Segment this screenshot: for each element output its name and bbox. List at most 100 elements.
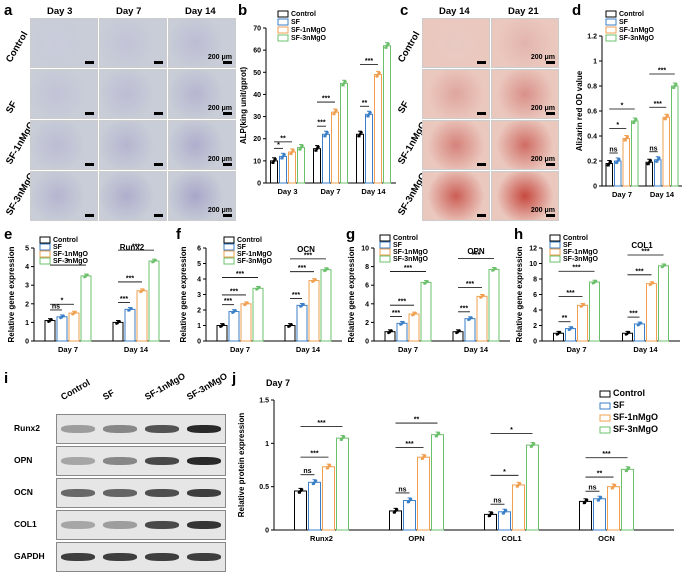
y-axis-label: Relative gene expression: [7, 246, 16, 342]
panel-label-h: h: [514, 226, 524, 243]
bar-SF-3nMgO: [488, 268, 500, 342]
sig-label: ***: [126, 275, 134, 282]
data-point: [300, 488, 304, 491]
legend-swatch: [39, 257, 51, 265]
column-header: Day 3: [47, 6, 73, 17]
data-point: [674, 82, 678, 86]
blot-lane-label: Control: [59, 377, 92, 402]
data-point: [666, 114, 670, 117]
panel-label-b: b: [238, 2, 248, 19]
bar-SF: [634, 323, 645, 342]
data-point: [646, 162, 650, 166]
bar-SF-3nMgO: [320, 269, 332, 342]
data-point: [142, 288, 145, 291]
bar-SF: [308, 481, 321, 531]
bar-SF-1nMgO: [136, 290, 148, 342]
data-point: [369, 111, 372, 114]
y-tick-label: 0.8: [587, 84, 597, 91]
y-tick-label: 3: [25, 283, 29, 290]
y-tick-label: 0.2: [587, 159, 597, 166]
data-point: [289, 152, 292, 156]
blot-band: [145, 457, 179, 465]
scale-bar: [546, 61, 555, 64]
data-point: [271, 161, 274, 165]
data-point: [74, 310, 77, 314]
blot-band: [145, 425, 179, 433]
y-tick-label: 0: [25, 339, 29, 346]
data-point: [280, 156, 283, 160]
legend-swatch: [379, 248, 391, 256]
sig-label: ns: [52, 303, 60, 310]
data-point: [341, 83, 344, 87]
data-point: [390, 329, 393, 332]
chart-title: Day 7: [266, 378, 290, 388]
data-point: [414, 311, 417, 315]
y-tick-label: 50: [253, 70, 261, 77]
sig-label: **: [362, 100, 368, 107]
bar-SF: [296, 304, 308, 342]
bar-SF-3nMgO: [631, 120, 639, 187]
legend-label: SF: [563, 242, 573, 249]
legend-label: SF: [393, 242, 403, 249]
y-tick-label: 0: [593, 184, 597, 191]
bar-SF: [56, 316, 68, 342]
panel-label-j: j: [232, 370, 237, 387]
legend-swatch: [379, 255, 391, 263]
blot-lane-label: SF-3nMgO: [185, 370, 229, 402]
sig-label: ***: [405, 441, 413, 448]
y-tick-label: 2: [533, 323, 537, 330]
chart-f-ocn: 0 1 2 3 4 5 6 Relative gene expression Day 7 *** *…: [179, 236, 342, 354]
chart-title: OCN: [297, 245, 315, 254]
legend-swatch: [599, 402, 611, 410]
sig-label: ***: [472, 252, 480, 259]
data-point: [649, 159, 653, 162]
legend-swatch: [39, 250, 51, 258]
scale-bar: [477, 61, 486, 64]
sig-label: ***: [602, 451, 610, 458]
x-tick-label: Day 7: [566, 345, 586, 354]
y-tick-label: 2: [197, 308, 201, 315]
bar-SF-1nMgO: [662, 116, 670, 187]
bar-SF-3nMgO: [340, 82, 348, 184]
blot-band: [103, 553, 137, 561]
sig-label: ***: [460, 305, 468, 312]
bar-SF-1nMgO: [512, 484, 525, 531]
data-point: [50, 318, 53, 321]
bar-SF: [365, 113, 373, 184]
blot-strip: [56, 446, 226, 476]
bar-Control: [216, 325, 228, 342]
data-point: [326, 131, 329, 134]
y-tick-label: 4: [365, 301, 369, 308]
chart-title: Runx2: [120, 243, 145, 252]
sig-label: ***: [298, 265, 306, 272]
blot-band: [187, 489, 221, 497]
micrograph-image: 200 μm: [168, 171, 236, 221]
data-point: [437, 431, 441, 435]
data-point: [298, 148, 301, 151]
sig-label: *: [67, 259, 70, 266]
y-tick-label: 70: [253, 26, 261, 33]
bar-SF-1nMgO: [622, 138, 630, 187]
data-point: [315, 147, 319, 150]
y-tick-label: 1: [593, 59, 597, 66]
data-point: [402, 320, 405, 324]
data-point: [631, 121, 635, 125]
blot-band: [187, 553, 221, 561]
data-point: [426, 279, 429, 283]
blot-band: [61, 489, 95, 497]
panel-label-c: c: [400, 2, 409, 19]
row-header: Control: [4, 29, 31, 65]
sig-label: ***: [322, 96, 330, 103]
data-point: [272, 159, 276, 163]
sig-label: ns: [493, 498, 501, 505]
data-point: [357, 134, 360, 138]
data-point: [274, 157, 277, 161]
y-tick-label: 0: [533, 339, 537, 346]
bar-SF-3nMgO: [148, 260, 160, 342]
data-point: [624, 137, 628, 140]
x-tick-label: OCN: [598, 534, 615, 543]
micrograph-image: 200 μm: [168, 69, 236, 119]
legend-label: Control: [237, 237, 262, 244]
legend-swatch: [605, 34, 617, 42]
data-point: [314, 149, 317, 152]
